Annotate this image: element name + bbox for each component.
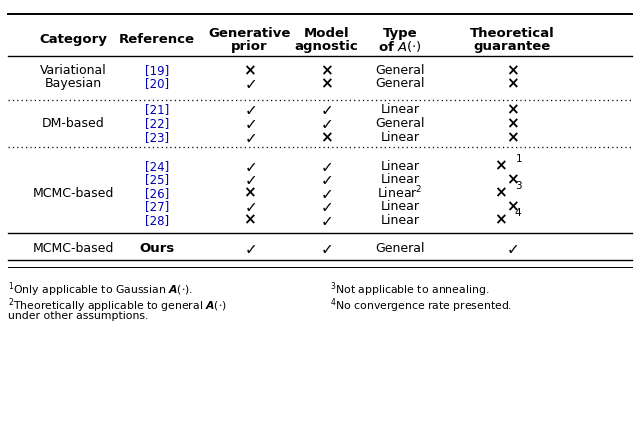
Text: Generative: Generative — [209, 26, 291, 39]
Text: [23]: [23] — [145, 131, 169, 144]
Text: Category: Category — [40, 33, 108, 46]
Text: $\boldsymbol{\times}$: $\boldsymbol{\times}$ — [243, 63, 256, 78]
Text: [22]: [22] — [145, 117, 169, 130]
Text: under other assumptions.: under other assumptions. — [8, 310, 148, 320]
Text: $\checkmark$: $\checkmark$ — [243, 199, 256, 214]
Text: Variational: Variational — [40, 64, 107, 77]
Text: Linear$^2$: Linear$^2$ — [377, 184, 423, 201]
Text: $\checkmark$: $\checkmark$ — [320, 185, 333, 200]
Text: Theoretical: Theoretical — [470, 26, 554, 39]
Text: of $A(\cdot)$: of $A(\cdot)$ — [378, 39, 422, 54]
Text: $4$: $4$ — [515, 206, 522, 218]
Text: $\boldsymbol{\times}$: $\boldsymbol{\times}$ — [494, 212, 507, 227]
Text: $\checkmark$: $\checkmark$ — [506, 241, 518, 256]
Text: $\boldsymbol{\times}$: $\boldsymbol{\times}$ — [506, 199, 518, 214]
Text: $\checkmark$: $\checkmark$ — [243, 102, 256, 117]
Text: Type: Type — [383, 26, 417, 39]
Text: $\checkmark$: $\checkmark$ — [320, 172, 333, 187]
Text: [24]: [24] — [145, 159, 169, 172]
Text: Linear: Linear — [381, 103, 419, 116]
Text: Linear: Linear — [381, 200, 419, 213]
Text: $\boldsymbol{\times}$: $\boldsymbol{\times}$ — [320, 63, 333, 78]
Text: $\checkmark$: $\checkmark$ — [320, 212, 333, 227]
Text: $\boldsymbol{\times}$: $\boldsymbol{\times}$ — [243, 185, 256, 200]
Text: $\checkmark$: $\checkmark$ — [320, 102, 333, 117]
Text: agnostic: agnostic — [294, 40, 358, 53]
Text: $\boldsymbol{\times}$: $\boldsymbol{\times}$ — [243, 212, 256, 227]
Text: [20]: [20] — [145, 77, 169, 90]
Text: MCMC-based: MCMC-based — [33, 242, 115, 255]
Text: $\boldsymbol{\times}$: $\boldsymbol{\times}$ — [506, 172, 518, 187]
Text: $3$: $3$ — [515, 179, 522, 191]
Text: $\boldsymbol{\times}$: $\boldsymbol{\times}$ — [320, 76, 333, 91]
Text: $\boldsymbol{\times}$: $\boldsymbol{\times}$ — [494, 185, 507, 200]
Text: $\checkmark$: $\checkmark$ — [243, 116, 256, 131]
Text: General: General — [375, 117, 425, 130]
Text: $\checkmark$: $\checkmark$ — [243, 158, 256, 173]
Text: prior: prior — [231, 40, 268, 53]
Text: $\boldsymbol{\times}$: $\boldsymbol{\times}$ — [506, 102, 518, 117]
Text: $^1$Only applicable to Gaussian $\boldsymbol{A}(\cdot)$.: $^1$Only applicable to Gaussian $\boldsy… — [8, 280, 193, 299]
Text: General: General — [375, 242, 425, 255]
Text: [19]: [19] — [145, 64, 169, 77]
Text: $\checkmark$: $\checkmark$ — [320, 199, 333, 214]
Text: Ours: Ours — [139, 242, 175, 255]
Text: General: General — [375, 77, 425, 90]
Text: DM-based: DM-based — [42, 117, 105, 130]
Text: $\checkmark$: $\checkmark$ — [243, 130, 256, 145]
Text: $\checkmark$: $\checkmark$ — [320, 158, 333, 173]
Text: Linear: Linear — [381, 213, 419, 226]
Text: $1$: $1$ — [515, 152, 522, 164]
Text: $\checkmark$: $\checkmark$ — [320, 241, 333, 256]
Text: $^4$No convergence rate presented.: $^4$No convergence rate presented. — [330, 296, 512, 315]
Text: $\boldsymbol{\times}$: $\boldsymbol{\times}$ — [506, 63, 518, 78]
Text: Linear: Linear — [381, 173, 419, 186]
Text: $\boldsymbol{\times}$: $\boldsymbol{\times}$ — [506, 116, 518, 131]
Text: [26]: [26] — [145, 186, 169, 199]
Text: [21]: [21] — [145, 103, 169, 116]
Text: $\checkmark$: $\checkmark$ — [243, 172, 256, 187]
Text: Reference: Reference — [119, 33, 195, 46]
Text: $\boldsymbol{\times}$: $\boldsymbol{\times}$ — [494, 158, 507, 173]
Text: $^2$Theoretically applicable to general $\boldsymbol{A}(\cdot)$: $^2$Theoretically applicable to general … — [8, 296, 227, 315]
Text: $\checkmark$: $\checkmark$ — [243, 241, 256, 256]
Text: $\boldsymbol{\times}$: $\boldsymbol{\times}$ — [506, 76, 518, 91]
Text: [27]: [27] — [145, 200, 169, 213]
Text: $\boldsymbol{\times}$: $\boldsymbol{\times}$ — [506, 130, 518, 145]
Text: Linear: Linear — [381, 159, 419, 172]
Text: guarantee: guarantee — [474, 40, 550, 53]
Text: Linear: Linear — [381, 131, 419, 144]
Text: [25]: [25] — [145, 173, 169, 186]
Text: $\checkmark$: $\checkmark$ — [320, 116, 333, 131]
Text: Model: Model — [303, 26, 349, 39]
Text: Bayesian: Bayesian — [45, 77, 102, 90]
Text: $^3$Not applicable to annealing.: $^3$Not applicable to annealing. — [330, 280, 489, 299]
Text: MCMC-based: MCMC-based — [33, 186, 115, 199]
Text: [28]: [28] — [145, 213, 169, 226]
Text: $\checkmark$: $\checkmark$ — [243, 76, 256, 91]
Text: $\boldsymbol{\times}$: $\boldsymbol{\times}$ — [320, 130, 333, 145]
Text: General: General — [375, 64, 425, 77]
